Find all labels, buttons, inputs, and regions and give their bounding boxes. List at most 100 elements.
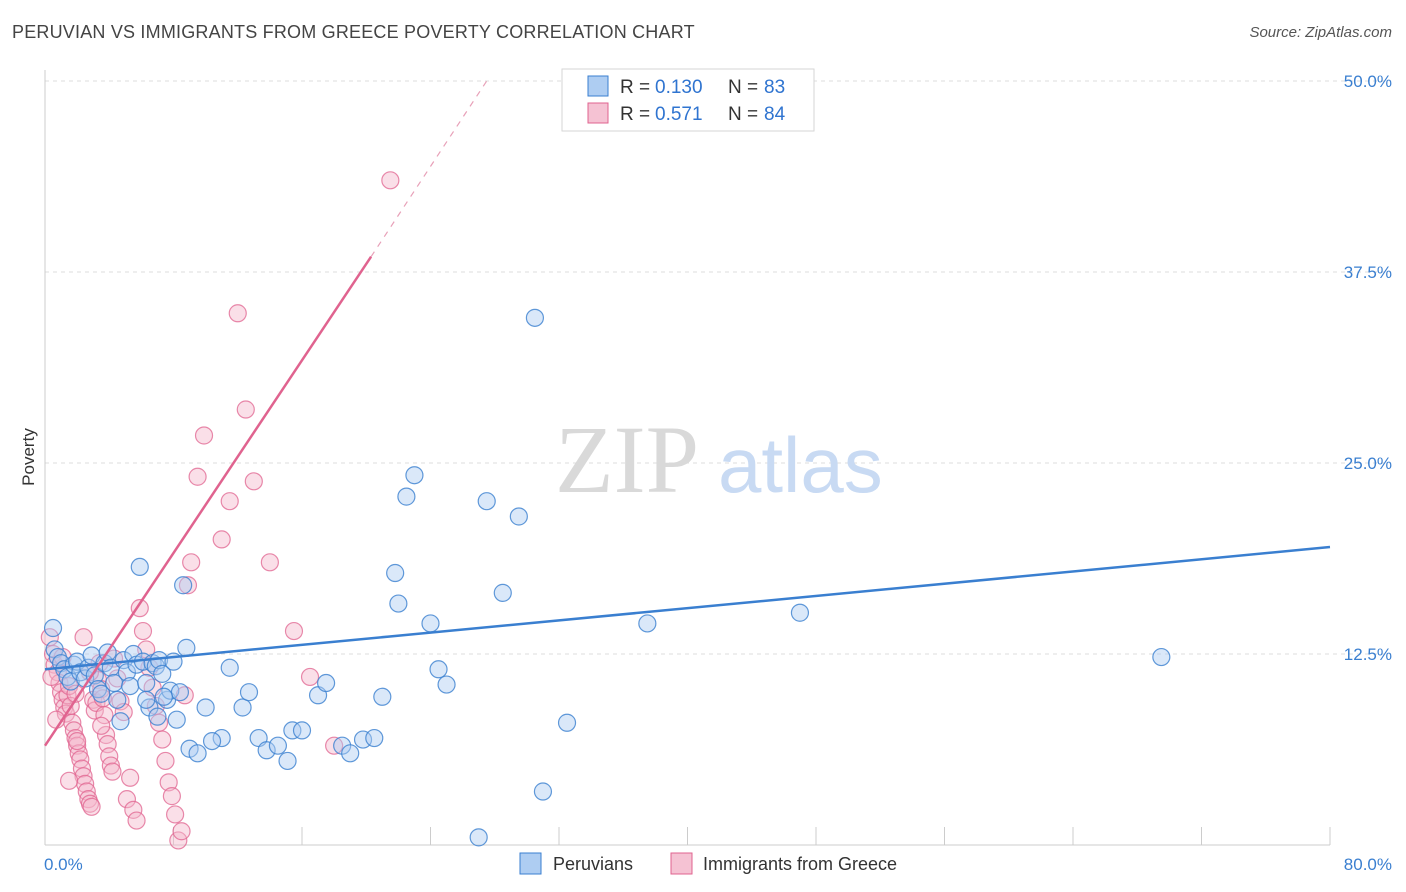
legend-n-value-greece: 84 bbox=[764, 104, 786, 125]
series-legend: Peruvians Immigrants from Greece bbox=[519, 852, 897, 875]
legend-n-label-peruvians: N = bbox=[728, 77, 758, 98]
greece-point-56 bbox=[162, 787, 181, 806]
greece-point-37 bbox=[103, 762, 122, 781]
peruvian-point-41 bbox=[177, 638, 196, 657]
greece-point-35 bbox=[100, 747, 119, 766]
peruvian-point-50 bbox=[220, 658, 239, 677]
greece-point-15 bbox=[68, 736, 87, 755]
peruvian-point-39 bbox=[170, 683, 190, 702]
legend-r-label-greece: R = bbox=[620, 104, 650, 125]
greece-point-77 bbox=[74, 628, 93, 647]
peruvian-point-15 bbox=[92, 684, 111, 703]
greece-point-67 bbox=[228, 304, 247, 323]
legend-swatch-peruvians bbox=[587, 75, 609, 97]
greece-point-55 bbox=[159, 773, 178, 792]
peruvian-point-68 bbox=[386, 563, 405, 583]
greece-point-76 bbox=[59, 771, 79, 790]
peruvian-point-34 bbox=[153, 664, 172, 683]
peruvian-point-59 bbox=[316, 673, 336, 693]
peruvian-point-29 bbox=[137, 673, 156, 693]
peruvian-point-57 bbox=[283, 721, 302, 740]
greece-trendline bbox=[43, 256, 373, 747]
x-axis-ticks bbox=[44, 827, 1331, 845]
greece-point-83 bbox=[92, 716, 111, 735]
greece-point-32 bbox=[95, 706, 114, 725]
peruvian-point-64 bbox=[373, 687, 392, 706]
peruvian-point-72 bbox=[477, 492, 496, 511]
greece-point-74 bbox=[381, 171, 400, 190]
bottom-legend-swatch-peruvians bbox=[519, 852, 542, 875]
peruvian-point-56 bbox=[278, 751, 297, 771]
peruvian-point-47 bbox=[188, 744, 207, 763]
peruvian-point-44 bbox=[154, 687, 173, 706]
peruvian-point-74 bbox=[509, 507, 528, 526]
greece-point-33 bbox=[96, 725, 116, 745]
greece-point-42 bbox=[117, 790, 137, 809]
greece-point-61 bbox=[178, 576, 198, 595]
watermark-zip: ZIP bbox=[555, 406, 699, 513]
greece-point-68 bbox=[236, 400, 255, 419]
greece-point-60 bbox=[175, 686, 194, 705]
peruvian-point-51 bbox=[233, 698, 252, 717]
peruvian-point-79 bbox=[1152, 647, 1171, 667]
greece-point-19 bbox=[74, 767, 93, 786]
peruvian-point-52 bbox=[239, 683, 259, 702]
watermark-atlas: atlas bbox=[718, 421, 883, 509]
bottom-legend-label-peruvians: Peruvians bbox=[553, 854, 633, 874]
gridlines bbox=[45, 80, 1390, 655]
source-label: Source: ZipAtlas.com bbox=[1249, 24, 1392, 41]
peruvian-point-82 bbox=[525, 308, 545, 327]
greece-point-72 bbox=[300, 667, 320, 687]
trendlines bbox=[43, 80, 1331, 747]
peruvian-point-77 bbox=[638, 614, 657, 633]
peruvian-point-81 bbox=[469, 828, 488, 847]
peruvian-point-67 bbox=[397, 487, 416, 506]
peruvian-point-80 bbox=[292, 721, 312, 740]
legend-r-label-peruvians: R = bbox=[620, 77, 650, 98]
peruvian-point-63 bbox=[365, 728, 384, 748]
peruvian-trendline bbox=[44, 545, 1331, 671]
peruvian-point-70 bbox=[429, 660, 448, 679]
greece-point-45 bbox=[127, 811, 146, 830]
peruvian-point-24 bbox=[121, 676, 140, 696]
peruvian-point-27 bbox=[130, 557, 149, 577]
peruvian-point-23 bbox=[117, 663, 137, 682]
peruvian-point-61 bbox=[341, 744, 360, 763]
peruvian-point-55 bbox=[268, 736, 288, 755]
greece-point-53 bbox=[153, 730, 172, 749]
y-tick-label-0: 12.5% bbox=[1344, 645, 1392, 664]
greece-point-57 bbox=[166, 805, 185, 824]
greece-trendline-extension bbox=[370, 80, 488, 258]
greece-point-71 bbox=[284, 621, 304, 641]
greece-point-70 bbox=[260, 553, 279, 572]
y-tick-label-3: 50.0% bbox=[1344, 72, 1392, 91]
y-tick-labels: 12.5% 25.0% 37.5% 50.0% bbox=[1344, 72, 1392, 664]
peruvian-point-13 bbox=[85, 666, 104, 685]
peruvian-point-73 bbox=[493, 583, 512, 602]
greece-point-63 bbox=[188, 467, 207, 486]
greece-point-64 bbox=[194, 426, 214, 445]
peruvian-point-65 bbox=[389, 594, 408, 613]
greece-point-69 bbox=[244, 472, 263, 491]
greece-point-65 bbox=[212, 530, 231, 549]
legend-swatch-greece bbox=[587, 102, 609, 124]
greece-point-59 bbox=[172, 822, 191, 841]
peruvian-point-71 bbox=[437, 675, 456, 694]
greece-point-66 bbox=[220, 492, 239, 511]
x-tick-label-min: 0.0% bbox=[44, 855, 83, 874]
x-tick-label-max: 80.0% bbox=[1344, 855, 1392, 874]
greece-point-36 bbox=[101, 756, 120, 775]
chart-title: PERUVIAN VS IMMIGRANTS FROM GREECE POVER… bbox=[12, 22, 695, 42]
peruvian-point-40 bbox=[174, 576, 193, 595]
greece-point-46 bbox=[130, 599, 149, 618]
peruvian-points bbox=[43, 308, 1171, 847]
peruvian-point-69 bbox=[421, 614, 440, 633]
greece-point-62 bbox=[182, 553, 201, 572]
peruvian-point-0 bbox=[43, 618, 63, 638]
greece-point-18 bbox=[72, 759, 92, 778]
greece-point-75 bbox=[68, 731, 87, 751]
bottom-legend-swatch-greece bbox=[670, 852, 693, 875]
peruvian-point-20 bbox=[108, 690, 127, 709]
greece-point-43 bbox=[121, 768, 140, 787]
